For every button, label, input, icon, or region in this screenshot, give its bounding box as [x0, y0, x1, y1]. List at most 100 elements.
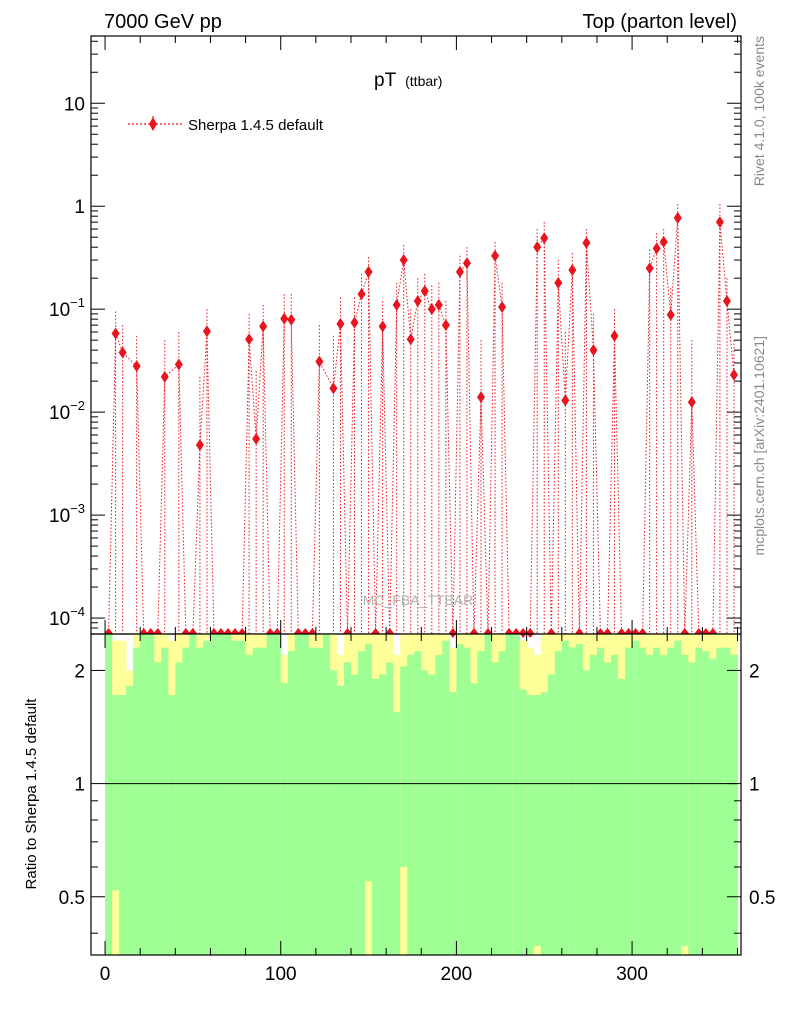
- legend: Sherpa 1.4.5 default: [128, 116, 324, 134]
- ratio-green-band: [653, 647, 661, 955]
- ratio-green-band: [393, 712, 401, 955]
- ratio-green-band: [533, 695, 542, 946]
- ratio-green-band: [603, 662, 612, 955]
- series-point: [315, 355, 324, 368]
- ratio-green-band: [505, 634, 514, 955]
- main-y-tick-label: 10−4: [49, 604, 85, 630]
- ratio-green-band: [379, 674, 387, 955]
- series-point: [195, 438, 204, 451]
- ratio-green-band: [435, 654, 443, 955]
- main-y-tick-exponent: −4: [70, 604, 85, 619]
- main-y-tick-mantissa: 10: [49, 300, 70, 321]
- ratio-x-tick-label: 0: [100, 964, 111, 985]
- ratio-green-band: [245, 654, 254, 955]
- series-point: [491, 249, 500, 262]
- ratio-green-band: [280, 683, 289, 955]
- ratio-green-band: [105, 634, 113, 955]
- ratio-x-tick-label: 200: [441, 964, 473, 985]
- ratio-green-band: [147, 634, 155, 955]
- ratio-ylabel: Ratio to Sherpa 1.4.5 default: [23, 698, 40, 890]
- series-point: [392, 298, 401, 311]
- ratio-y-tick-label: 2: [74, 661, 85, 682]
- ratio-x-tick-label: 100: [265, 964, 297, 985]
- ratio-green-band: [421, 670, 429, 955]
- main-y-tick-mantissa: 10: [49, 403, 70, 424]
- ratio-green-band: [554, 651, 563, 955]
- main-plot-marks: [104, 204, 738, 638]
- ratio-green-band: [449, 692, 457, 955]
- series-point: [561, 394, 570, 407]
- ratio-plot-marks: [105, 634, 738, 955]
- series-point: [715, 216, 724, 229]
- ratio-green-band: [463, 647, 471, 955]
- ratio-green-band: [266, 634, 275, 955]
- series-point: [252, 432, 261, 445]
- series-point: [364, 265, 373, 278]
- ratio-green-band: [730, 654, 738, 955]
- ratio-green-band: [512, 634, 521, 955]
- series-point-zero: [526, 628, 535, 638]
- ratio-green-band: [540, 692, 549, 955]
- ratio-green-band: [196, 647, 204, 955]
- ratio-green-band: [259, 647, 268, 955]
- series-point: [427, 303, 436, 316]
- ratio-green-band: [126, 685, 134, 955]
- ratio-green-band: [716, 647, 724, 955]
- series-point: [582, 236, 591, 249]
- ratio-green-band: [674, 640, 682, 955]
- ratio-green-band: [639, 647, 647, 955]
- main-y-tick-label: 10−2: [49, 398, 85, 424]
- ratio-y-tick-label: 0.5: [59, 888, 85, 909]
- ratio-green-band: [203, 640, 211, 955]
- ratio-green-band: [561, 640, 570, 955]
- ratio-green-band: [301, 634, 310, 955]
- ratio-green-band: [224, 634, 232, 955]
- series-point: [420, 285, 429, 298]
- ratio-green-band: [625, 647, 633, 955]
- ratio-green-band: [407, 654, 415, 955]
- ratio-green-band: [308, 647, 317, 955]
- ratio-green-band: [140, 634, 148, 955]
- series-point: [111, 327, 120, 340]
- series-point: [540, 232, 549, 245]
- ratio-green-band: [175, 662, 183, 955]
- ratio-green-band: [646, 654, 654, 955]
- ratio-green-band: [611, 654, 619, 955]
- ratio-green-band: [709, 658, 717, 955]
- legend-marker: [149, 117, 157, 131]
- ratio-green-band: [618, 678, 626, 955]
- ratio-green-band: [287, 651, 296, 955]
- ratio-plot-frame: [90, 633, 742, 956]
- series-point: [350, 316, 359, 329]
- mcplots-label: mcplots.cern.ch [arXiv:2401.10621]: [751, 336, 767, 555]
- ratio-green-band: [470, 683, 478, 955]
- ratio-green-band: [547, 674, 556, 955]
- header-right-label: Top (parton level): [582, 11, 737, 33]
- ratio-green-band: [568, 647, 577, 955]
- series-point-zero: [448, 628, 457, 638]
- ratio-green-band: [688, 662, 696, 955]
- series-point: [336, 317, 345, 330]
- ratio-green-band: [575, 644, 584, 955]
- main-y-tick-label: 1: [74, 197, 85, 218]
- series-point: [406, 333, 415, 346]
- ratio-green-band: [596, 647, 605, 955]
- ratio-green-band: [252, 647, 261, 955]
- ratio-green-band: [365, 644, 373, 882]
- series-point: [645, 262, 654, 275]
- ratio-green-band: [702, 651, 710, 955]
- ratio-green-band: [526, 695, 535, 955]
- ratio-green-band: [217, 634, 225, 955]
- series-point: [659, 235, 668, 248]
- ratio-green-band: [168, 695, 176, 955]
- ratio-y-tick-label: 1: [74, 775, 85, 796]
- series-point: [259, 320, 268, 333]
- series-point: [434, 298, 443, 311]
- ratio-green-band: [189, 634, 197, 955]
- series-point: [357, 288, 366, 301]
- series-line: [108, 217, 735, 635]
- ratio-green-band: [386, 662, 394, 955]
- ratio-green-band: [519, 689, 528, 955]
